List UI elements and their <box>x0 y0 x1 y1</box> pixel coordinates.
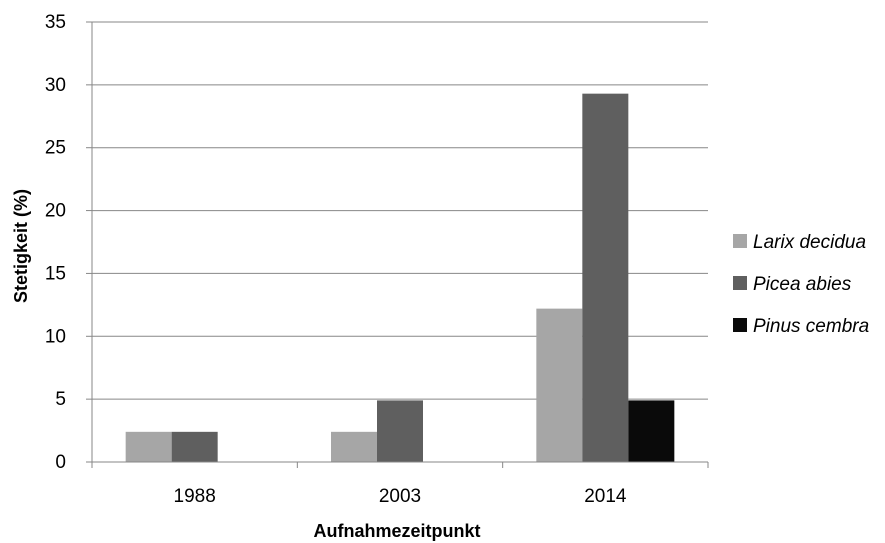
y-tick-labels: 0 5 10 15 20 25 30 35 <box>45 12 66 473</box>
legend-swatch <box>733 318 747 332</box>
y-tick-label: 30 <box>45 75 66 96</box>
y-tick-label: 10 <box>45 326 66 347</box>
legend: Larix decidua Picea abies Pinus cembra <box>733 232 869 337</box>
bar <box>171 431 218 462</box>
y-tick-label: 15 <box>45 263 66 284</box>
bar <box>628 400 675 462</box>
x-tick-label: 2003 <box>379 486 421 507</box>
x-tick-label: 1988 <box>174 486 216 507</box>
legend-swatch <box>733 234 747 248</box>
x-tick-label: 2014 <box>584 486 627 507</box>
y-tick-label: 5 <box>55 389 66 410</box>
y-tick-label: 20 <box>45 201 66 222</box>
y-tick-label: 35 <box>45 12 66 33</box>
legend-label: Pinus cembra <box>753 316 869 337</box>
y-tick-label: 0 <box>55 452 66 473</box>
gridlines <box>92 21 708 400</box>
x-axis-title: Aufnahmezeitpunkt <box>313 521 480 541</box>
legend-label: Larix decidua <box>753 232 866 253</box>
axes <box>86 21 709 468</box>
bar <box>536 308 583 462</box>
y-axis-title: Stetigkeit (%) <box>11 189 31 303</box>
legend-swatch <box>733 276 747 290</box>
legend-label: Picea abies <box>753 274 852 295</box>
bars <box>125 93 675 463</box>
bar <box>125 431 172 462</box>
bar <box>377 400 423 462</box>
x-tick-labels: 1988 2003 2014 <box>174 486 627 507</box>
bar <box>331 431 377 462</box>
y-tick-label: 25 <box>45 138 66 159</box>
bar <box>582 93 629 463</box>
